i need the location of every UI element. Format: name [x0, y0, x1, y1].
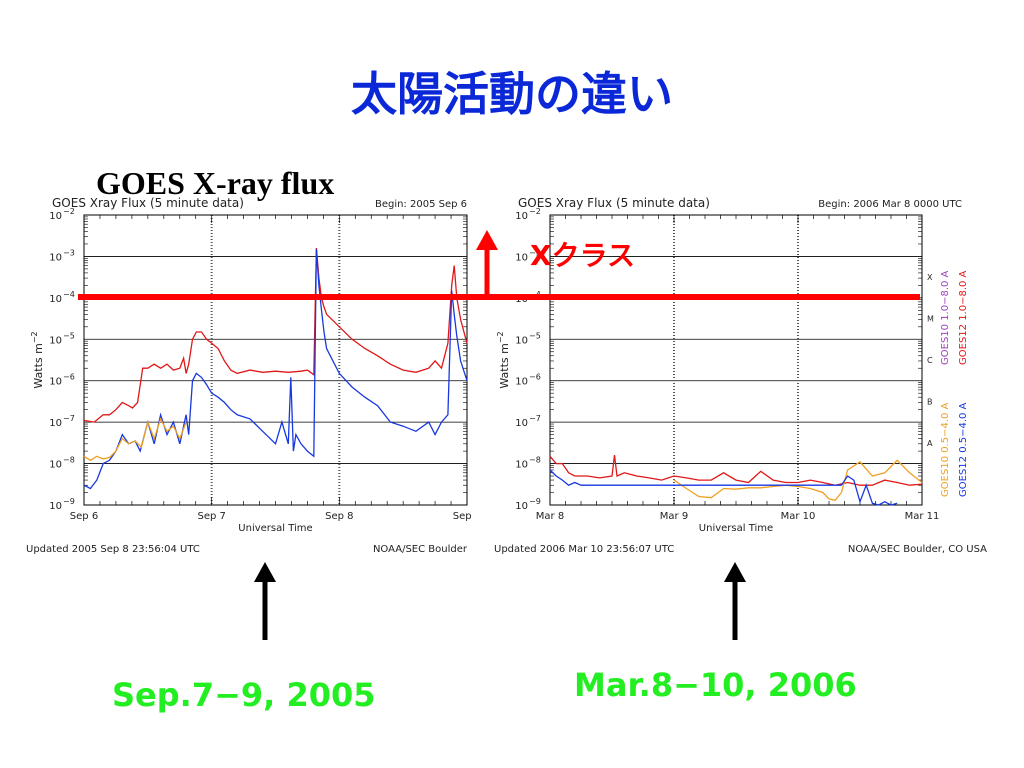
series-line-1: [673, 459, 923, 502]
chart-begin: Begin: 2006 Mar 8 0000 UTC: [818, 199, 962, 210]
legend-entry: GOES10 1.0−8.0 A: [940, 270, 951, 365]
caption-left: Sep.7−9, 2005: [112, 676, 376, 714]
x-tick-label: Sep 9: [453, 511, 472, 522]
series-line-2: [83, 417, 187, 462]
legend-entry: GOES12 1.0−8.0 A: [958, 270, 969, 365]
y-tick-exponent: −2: [529, 207, 541, 216]
y-tick-exponent: −4: [529, 290, 541, 299]
y-tick-label: 10: [49, 501, 62, 512]
y-axis-label: Watts m−2: [496, 331, 511, 388]
source-text: NOAA/SEC Boulder, CO USA: [848, 544, 987, 555]
y-tick-exponent: −6: [529, 373, 541, 382]
x-tick-label: Mar 8: [536, 511, 564, 522]
series-line-0: [83, 247, 468, 423]
x-tick-label: Sep 7: [197, 511, 225, 522]
chart-title: GOES Xray Flux (5 minute data): [518, 196, 710, 210]
x-tick-label: Mar 11: [905, 511, 940, 522]
y-tick-label: 10: [49, 294, 62, 305]
y-tick-exponent: −9: [63, 497, 75, 506]
updated-text: Updated 2005 Sep 8 23:56:04 UTC: [26, 544, 200, 555]
plot-frame: [83, 214, 468, 506]
left-arrow-head: [254, 562, 276, 582]
y-tick-exponent: −8: [63, 456, 75, 465]
y-tick-exponent: −5: [63, 331, 75, 340]
series-line-0: [549, 455, 923, 486]
y-tick-label: 10: [49, 377, 62, 388]
x-tick-label: Sep 6: [70, 511, 98, 522]
legend-entry: GOES10 0.5−4.0 A: [940, 402, 951, 497]
y-tick-label: 10: [515, 335, 528, 346]
y-tick-exponent: −3: [529, 248, 541, 257]
y-tick-exponent: −4: [63, 290, 75, 299]
plot-frame: [549, 214, 923, 506]
y-tick-label: 10: [49, 211, 62, 222]
y-axis-label: Watts m−2: [30, 331, 45, 388]
y-tick-exponent: −3: [63, 248, 75, 257]
chart-begin: Begin: 2005 Sep 6: [375, 199, 467, 210]
flare-class-label: A: [927, 439, 933, 448]
slide-subtitle: GOES X-ray flux: [96, 165, 335, 201]
x-axis-label: Universal Time: [238, 523, 312, 534]
flare-class-label: C: [927, 356, 933, 365]
y-tick-exponent: −9: [529, 497, 541, 506]
flare-class-label: M: [927, 315, 934, 324]
slide-title: 太陽活動の違い: [351, 67, 673, 121]
y-tick-exponent: −7: [529, 414, 541, 423]
chart-left: GOES Xray Flux (5 minute data) Begin: 200…: [26, 196, 472, 555]
y-tick-label: 10: [49, 418, 62, 429]
y-tick-label: 10: [515, 501, 528, 512]
x-axis-label: Universal Time: [699, 523, 773, 534]
xclass-label: Xクラス: [530, 239, 636, 272]
y-tick-exponent: −2: [63, 207, 75, 216]
caption-right: Mar.8−10, 2006: [574, 666, 857, 704]
flare-class-label: B: [927, 397, 933, 406]
y-tick-exponent: −6: [63, 373, 75, 382]
updated-text: Updated 2006 Mar 10 23:56:07 UTC: [494, 544, 674, 555]
chart-right: GOES Xray Flux (5 minute data) Begin: 200…: [494, 196, 987, 555]
y-tick-exponent: −7: [63, 414, 75, 423]
x-tick-label: Mar 10: [781, 511, 816, 522]
x-tick-label: Sep 8: [325, 511, 353, 522]
y-tick-label: 10: [515, 294, 528, 305]
series-line-2: [549, 469, 898, 506]
y-tick-label: 10: [49, 460, 62, 471]
y-tick-label: 10: [515, 211, 528, 222]
series-line-1: [83, 249, 468, 490]
flare-class-label: X: [927, 273, 933, 282]
legend-entry: GOES12 0.5−4.0 A: [958, 402, 969, 497]
y-tick-exponent: −5: [529, 331, 541, 340]
y-tick-exponent: −8: [529, 456, 541, 465]
y-tick-label: 10: [49, 252, 62, 263]
y-tick-label: 10: [515, 377, 528, 388]
chart-title: GOES Xray Flux (5 minute data): [52, 196, 244, 210]
y-tick-label: 10: [49, 335, 62, 346]
y-tick-label: 10: [515, 418, 528, 429]
right-arrow-head: [724, 562, 746, 582]
x-tick-label: Mar 9: [660, 511, 688, 522]
y-tick-label: 10: [515, 252, 528, 263]
y-tick-label: 10: [515, 460, 528, 471]
source-text: NOAA/SEC Boulder: [373, 544, 468, 555]
